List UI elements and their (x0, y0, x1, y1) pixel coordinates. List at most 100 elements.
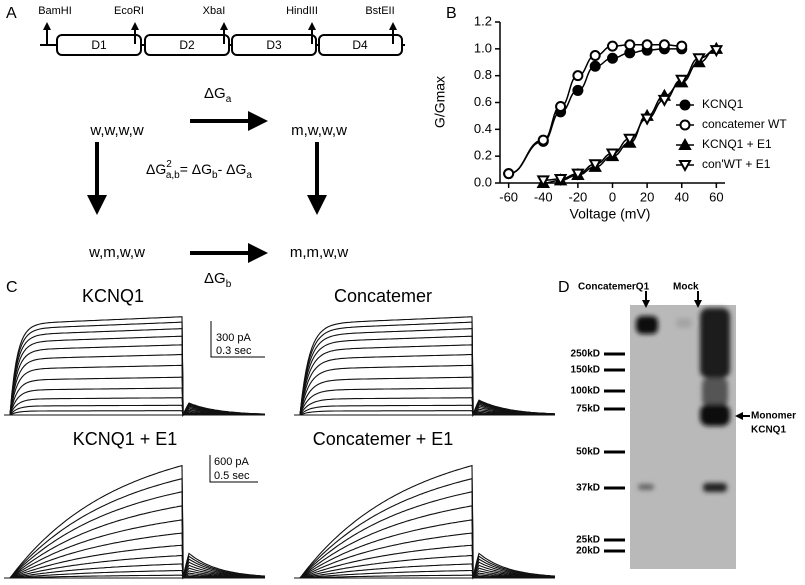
x-tick-label: 40 (674, 189, 688, 204)
y-axis-label: G/Gmax (432, 76, 448, 128)
trace (4, 477, 266, 579)
trace (4, 554, 265, 580)
marker-label: 25kD (576, 535, 600, 546)
trace (294, 477, 556, 579)
marker-label: 250kD (571, 349, 600, 360)
subscript: a (226, 94, 232, 105)
delta-g-a: ΔGa (204, 85, 232, 105)
annotation: Monomer (751, 411, 796, 422)
trace (4, 519, 266, 579)
legend-marker (678, 160, 692, 173)
y-tick-label: 1.2 (474, 13, 492, 28)
data-point (537, 134, 549, 146)
data-point (589, 50, 601, 62)
trace (4, 316, 266, 416)
marker-label: 100kD (571, 386, 600, 397)
marker-label: 150kD (571, 365, 600, 376)
lane-arrows (642, 291, 750, 420)
trace (294, 544, 555, 580)
trace (4, 563, 266, 579)
trace (294, 328, 556, 416)
trace (4, 544, 265, 580)
trace (294, 316, 556, 416)
subscript: b (212, 170, 218, 181)
x-tick-label: -60 (499, 189, 518, 204)
trace (294, 519, 556, 579)
y-tick-label: 0.0 (474, 174, 492, 189)
text: ΔG (204, 85, 226, 102)
domain-label: D3 (266, 38, 282, 52)
lane-label: Mock (673, 282, 699, 293)
x-tick-label: 60 (709, 189, 723, 204)
text: - ΔG (218, 161, 247, 177)
data-point (536, 175, 550, 188)
site-label: EcoRI (114, 5, 144, 17)
trace (4, 376, 265, 417)
site-label: BstEII (365, 5, 394, 17)
trace-title: KCNQ1 (82, 286, 144, 306)
domain-label: D2 (179, 38, 195, 52)
data-point (553, 173, 568, 187)
trace (4, 464, 266, 579)
equation: ΔG2 a,b= ΔGb- ΔGa (146, 159, 252, 181)
trace (4, 532, 265, 579)
subscript: a (246, 170, 252, 181)
y-tick-label: 0.6 (474, 94, 492, 109)
scale-label: 0.3 sec (216, 345, 252, 357)
marker-label: 37kD (576, 483, 600, 494)
trace (294, 532, 555, 579)
site-label: XbaI (203, 5, 226, 17)
legend-marker (679, 99, 691, 111)
trace (4, 491, 266, 579)
x-tick-label: -40 (534, 189, 553, 204)
data-point (675, 74, 689, 87)
state: m,w,w,w (291, 122, 347, 139)
trace-title: KCNQ1 + E1 (73, 429, 178, 449)
subscript: b (226, 279, 232, 290)
state: m,m,w,w (290, 244, 348, 261)
domain-label: D1 (91, 38, 107, 52)
data-point (572, 84, 584, 96)
trace (294, 491, 556, 579)
marker-ticks (604, 352, 625, 553)
trace-title: Concatemer + E1 (313, 429, 454, 449)
data-point (657, 94, 672, 107)
data-point (572, 70, 584, 82)
trace (294, 554, 555, 580)
trace (294, 505, 555, 579)
superscript: 2 (166, 159, 172, 170)
current-traces (4, 316, 556, 580)
state: w,w,w,w (89, 122, 144, 139)
x-tick-label: -20 (568, 189, 587, 204)
construct (40, 22, 405, 56)
data-point (605, 148, 620, 161)
legend-label: KCNQ1 + E1 (702, 137, 772, 151)
data-point (640, 113, 654, 126)
panel-label: A (6, 5, 17, 22)
panel-label: B (446, 5, 457, 22)
panel-label: D (558, 279, 570, 296)
text: ΔG (204, 270, 226, 287)
legend-marker (678, 137, 692, 150)
y-tick-label: 0.2 (474, 148, 492, 163)
scale-label: 0.5 sec (214, 470, 250, 482)
panel-label: C (6, 279, 18, 296)
trace (294, 376, 555, 417)
data-point (692, 53, 706, 66)
delta-g-b: ΔGb (204, 270, 232, 290)
trace (294, 335, 556, 416)
state: w,m,w,w (88, 244, 145, 261)
lane-label: ConcatemerQ1 (578, 282, 650, 293)
y-tick-label: 1.0 (474, 40, 492, 55)
site-label: HindIII (286, 5, 318, 17)
trace (294, 387, 555, 417)
annotation: KCNQ1 (751, 425, 786, 436)
scale-bars (209, 321, 265, 483)
subscript: a,b (166, 170, 180, 181)
data-point (658, 39, 670, 51)
marker-label: 75kD (576, 404, 600, 415)
data-point (588, 159, 602, 172)
scheme-arrows (87, 111, 327, 263)
